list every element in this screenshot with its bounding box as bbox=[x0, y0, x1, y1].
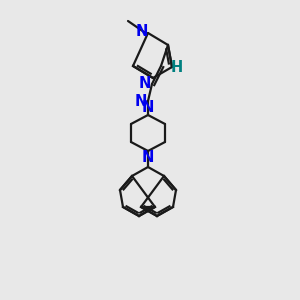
Text: N: N bbox=[142, 151, 154, 166]
Text: N: N bbox=[135, 94, 147, 110]
Text: N: N bbox=[139, 76, 151, 91]
Text: N: N bbox=[142, 100, 154, 116]
Text: H: H bbox=[171, 61, 183, 76]
Text: N: N bbox=[136, 25, 148, 40]
